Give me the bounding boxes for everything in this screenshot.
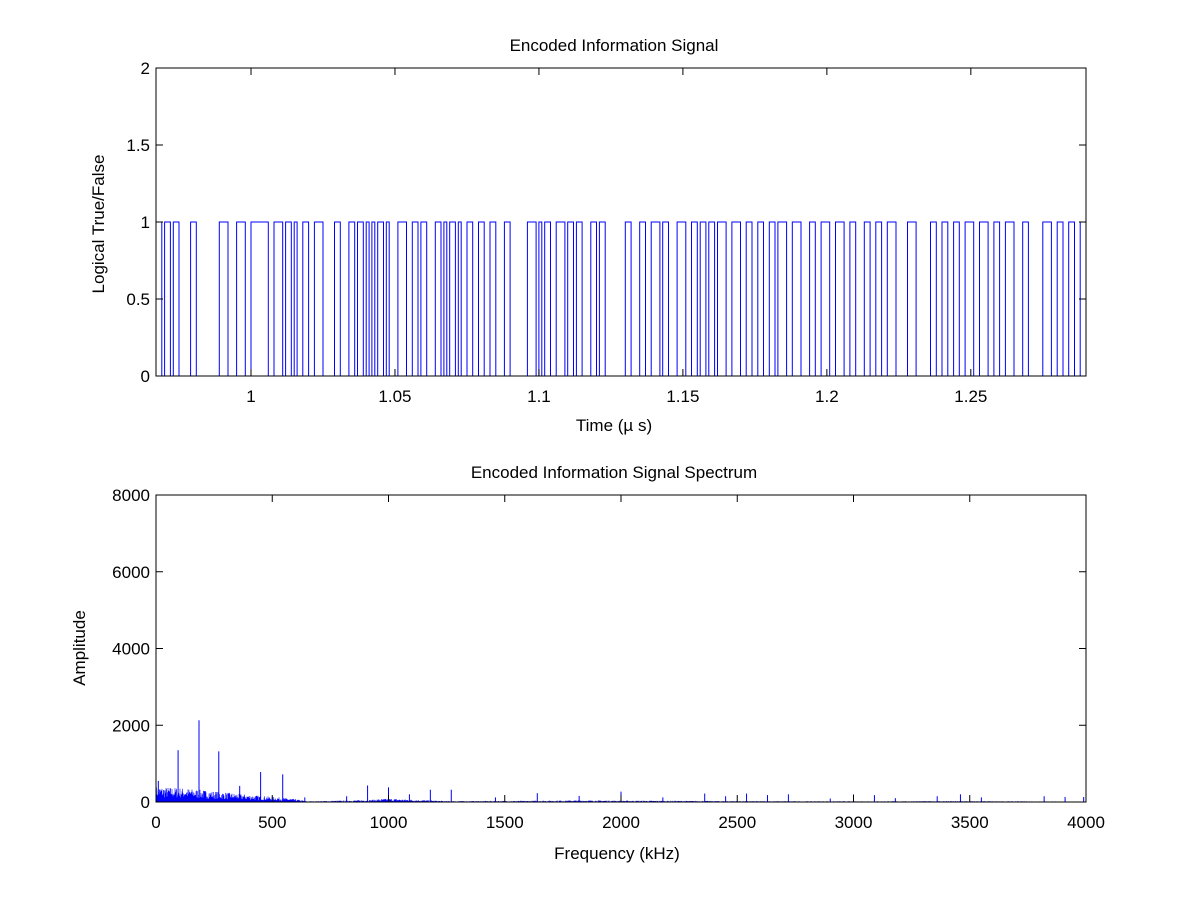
spectrum-x-tick-label: 3000 xyxy=(835,813,873,832)
signal-x-axis-label: Time (µ s) xyxy=(576,416,652,435)
signal-y-ticks: 0 0.5 1 1.5 2 xyxy=(126,59,1086,386)
signal-x-tick-label: 1.15 xyxy=(666,387,699,406)
signal-y-tick-label: 0.5 xyxy=(126,290,150,309)
signal-x-tick-label: 1.2 xyxy=(815,387,839,406)
spectrum-y-tick-label: 2000 xyxy=(112,716,150,735)
signal-x-tick-label: 1.25 xyxy=(954,387,987,406)
spectrum-x-tick-label: 1500 xyxy=(486,813,524,832)
spectrum-x-tick-label: 1000 xyxy=(370,813,408,832)
spectrum-y-axis-label: Amplitude xyxy=(70,610,89,686)
spectrum-series xyxy=(155,720,1087,803)
spectrum-x-ticks: 0 500 1000 1500 2000 2500 3000 3500 4000 xyxy=(151,495,1105,832)
spectrum-x-tick-label: 2500 xyxy=(718,813,756,832)
spectrum-chart: Encoded Information Signal Spectrum 0 500… xyxy=(70,463,1105,863)
signal-y-tick-label: 2 xyxy=(141,59,150,78)
spectrum-y-ticks: 0 2000 4000 6000 8000 xyxy=(112,486,1086,812)
spectrum-x-tick-label: 2000 xyxy=(602,813,640,832)
spectrum-chart-title: Encoded Information Signal Spectrum xyxy=(471,463,757,482)
signal-x-ticks: 1 1.05 1.1 1.15 1.2 1.25 xyxy=(246,68,987,406)
signal-chart-title: Encoded Information Signal xyxy=(510,36,719,55)
signal-y-tick-label: 1.5 xyxy=(126,136,150,155)
signal-series xyxy=(155,221,1087,377)
spectrum-x-tick-label: 4000 xyxy=(1067,813,1105,832)
signal-y-tick-label: 0 xyxy=(141,367,150,386)
spectrum-x-tick-label: 0 xyxy=(151,813,160,832)
signal-x-tick-label: 1.05 xyxy=(378,387,411,406)
spectrum-x-tick-label: 3500 xyxy=(951,813,989,832)
spectrum-x-axis-label: Frequency (kHz) xyxy=(554,844,680,863)
signal-y-tick-label: 1 xyxy=(141,213,150,232)
spectrum-y-tick-label: 4000 xyxy=(112,640,150,659)
signal-y-axis-label: Logical True/False xyxy=(89,155,108,294)
signal-step-line xyxy=(155,221,1087,377)
spectrum-x-tick-label: 500 xyxy=(258,813,286,832)
spectrum-y-tick-label: 6000 xyxy=(112,563,150,582)
signal-chart: Encoded Information Signal 1 1.05 1.1 1.15 1… xyxy=(89,36,1087,435)
spectrum-y-tick-label: 8000 xyxy=(112,486,150,505)
signal-x-tick-label: 1 xyxy=(246,387,255,406)
spectrum-y-tick-label: 0 xyxy=(141,793,150,812)
spectrum-plot-frame xyxy=(155,494,1087,803)
signal-x-tick-label: 1.1 xyxy=(527,387,551,406)
